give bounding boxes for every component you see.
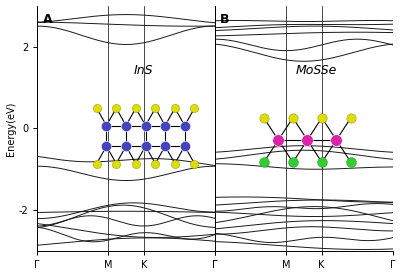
Text: InS: InS	[134, 64, 154, 77]
Text: B: B	[220, 13, 230, 26]
Text: MoSSe: MoSSe	[296, 64, 337, 77]
Text: A: A	[43, 13, 52, 26]
Y-axis label: Energy(eV): Energy(eV)	[6, 101, 16, 156]
